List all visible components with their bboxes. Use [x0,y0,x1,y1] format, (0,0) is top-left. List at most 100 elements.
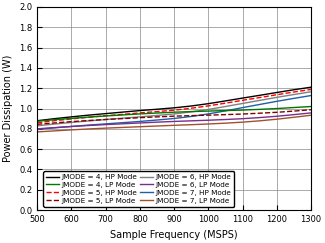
JMODE = 4, LP Mode [52,118,56,121]
JMODE = 6, HP Mode [292,93,296,96]
JMODE = 4, HP Mode [35,119,39,122]
JMODE = 7, HP Mode [206,113,210,115]
JMODE = 6, LP Mode [275,115,279,118]
JMODE = 5, HP Mode [224,102,228,105]
JMODE = 6, LP Mode [292,113,296,116]
JMODE = 4, LP Mode [70,117,73,120]
JMODE = 4, LP Mode [104,114,108,117]
JMODE = 4, LP Mode [155,112,159,114]
JMODE = 6, HP Mode [224,105,228,108]
JMODE = 7, HP Mode [70,125,73,128]
JMODE = 7, LP Mode [309,114,313,117]
JMODE = 7, LP Mode [155,125,159,128]
JMODE = 4, HP Mode [206,102,210,105]
JMODE = 5, HP Mode [275,93,279,96]
JMODE = 4, HP Mode [275,91,279,94]
JMODE = 7, HP Mode [240,106,244,109]
JMODE = 6, HP Mode [121,117,125,120]
JMODE = 7, HP Mode [292,97,296,100]
JMODE = 5, LP Mode [121,117,125,120]
JMODE = 4, LP Mode [206,110,210,113]
JMODE = 4, HP Mode [52,117,56,120]
JMODE = 6, LP Mode [121,122,125,125]
JMODE = 4, LP Mode [172,111,176,114]
Line: JMODE = 6, HP Mode: JMODE = 6, HP Mode [37,92,311,126]
JMODE = 7, LP Mode [35,130,39,133]
JMODE = 7, LP Mode [206,122,210,125]
Line: JMODE = 5, HP Mode: JMODE = 5, HP Mode [37,89,311,123]
JMODE = 4, HP Mode [189,104,193,107]
JMODE = 5, HP Mode [172,109,176,112]
JMODE = 6, LP Mode [86,124,90,127]
JMODE = 7, LP Mode [52,130,56,132]
JMODE = 6, HP Mode [258,99,262,102]
JMODE = 6, HP Mode [70,121,73,124]
JMODE = 7, HP Mode [52,126,56,129]
JMODE = 4, HP Mode [240,97,244,100]
JMODE = 6, LP Mode [309,112,313,114]
JMODE = 7, LP Mode [172,124,176,127]
JMODE = 4, LP Mode [121,113,125,116]
JMODE = 5, LP Mode [155,115,159,118]
JMODE = 5, LP Mode [86,119,90,122]
JMODE = 4, LP Mode [309,105,313,108]
JMODE = 5, HP Mode [189,107,193,110]
JMODE = 6, HP Mode [138,115,142,118]
JMODE = 7, LP Mode [240,121,244,124]
JMODE = 5, LP Mode [35,123,39,126]
JMODE = 5, LP Mode [52,122,56,124]
JMODE = 5, HP Mode [292,91,296,94]
JMODE = 5, HP Mode [86,116,90,119]
JMODE = 6, HP Mode [240,102,244,105]
JMODE = 7, HP Mode [309,94,313,97]
JMODE = 5, HP Mode [52,119,56,122]
JMODE = 5, LP Mode [189,114,193,117]
JMODE = 6, LP Mode [52,126,56,129]
JMODE = 5, HP Mode [121,113,125,116]
JMODE = 6, LP Mode [138,122,142,124]
JMODE = 7, LP Mode [121,126,125,129]
JMODE = 7, HP Mode [172,117,176,120]
JMODE = 5, HP Mode [155,110,159,113]
Line: JMODE = 7, HP Mode: JMODE = 7, HP Mode [37,95,311,129]
Line: JMODE = 7, LP Mode: JMODE = 7, LP Mode [37,115,311,132]
JMODE = 4, LP Mode [292,106,296,109]
JMODE = 7, HP Mode [224,109,228,112]
JMODE = 6, HP Mode [155,114,159,117]
JMODE = 6, LP Mode [206,119,210,122]
JMODE = 7, HP Mode [138,120,142,123]
JMODE = 5, HP Mode [240,99,244,102]
JMODE = 4, LP Mode [258,108,262,111]
JMODE = 6, LP Mode [240,117,244,120]
JMODE = 6, HP Mode [52,123,56,126]
JMODE = 5, LP Mode [172,115,176,118]
JMODE = 5, HP Mode [70,117,73,120]
JMODE = 6, LP Mode [104,123,108,126]
JMODE = 7, LP Mode [104,127,108,130]
JMODE = 6, LP Mode [258,116,262,119]
JMODE = 6, HP Mode [35,124,39,127]
JMODE = 5, HP Mode [206,104,210,107]
JMODE = 7, LP Mode [292,116,296,119]
JMODE = 6, HP Mode [275,96,279,99]
JMODE = 6, HP Mode [189,110,193,113]
JMODE = 4, HP Mode [309,86,313,89]
JMODE = 7, HP Mode [258,103,262,106]
JMODE = 4, HP Mode [224,99,228,102]
JMODE = 5, LP Mode [138,116,142,119]
JMODE = 6, LP Mode [224,118,228,121]
JMODE = 5, HP Mode [104,114,108,117]
JMODE = 6, LP Mode [172,120,176,123]
JMODE = 4, LP Mode [224,109,228,112]
JMODE = 6, LP Mode [155,121,159,124]
JMODE = 5, LP Mode [292,110,296,113]
JMODE = 5, LP Mode [275,111,279,114]
JMODE = 4, LP Mode [35,120,39,123]
JMODE = 7, LP Mode [189,123,193,126]
Line: JMODE = 4, HP Mode: JMODE = 4, HP Mode [37,87,311,121]
X-axis label: Sample Frequency (MSPS): Sample Frequency (MSPS) [110,230,238,240]
JMODE = 7, LP Mode [258,119,262,122]
JMODE = 4, LP Mode [86,116,90,119]
JMODE = 7, HP Mode [121,121,125,124]
JMODE = 7, HP Mode [86,124,90,127]
